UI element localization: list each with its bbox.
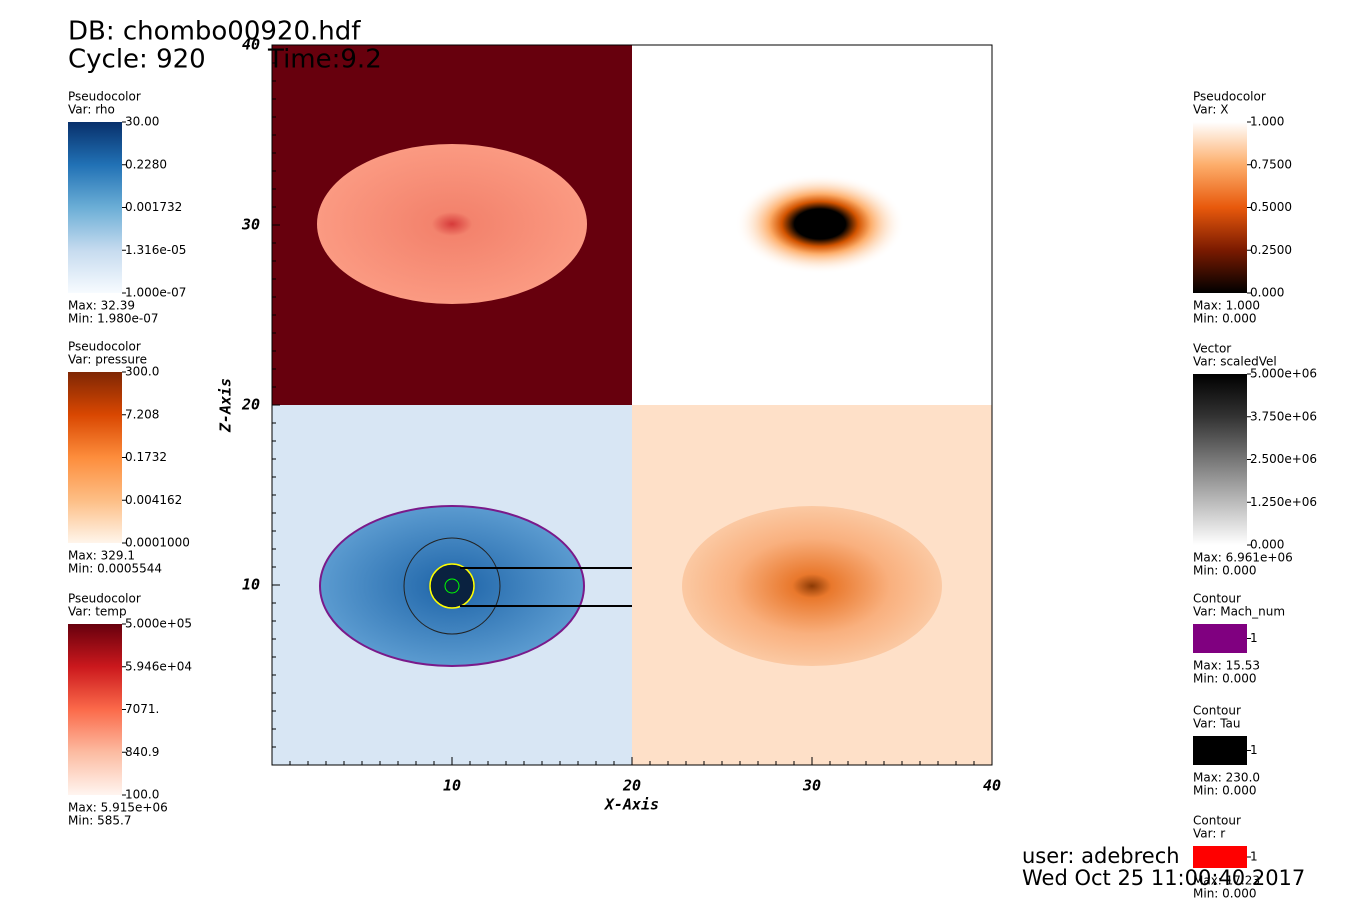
colorbar	[1193, 374, 1247, 545]
x-tick-label: 40	[983, 777, 1001, 795]
legend-var: Var: r	[1193, 827, 1225, 841]
legend-title: Contour	[1193, 704, 1241, 718]
legend-max: Max: 6.961e+06	[1193, 551, 1293, 565]
legend-tick-label: 840.9	[125, 745, 159, 759]
legend-title: Pseudocolor	[68, 592, 141, 606]
y-tick-label: 30	[241, 216, 260, 234]
legend-tick-label: 30.00	[125, 115, 159, 129]
axes: 10 20 30 40 10 20 30 40	[241, 36, 1001, 795]
colorbar	[68, 624, 122, 795]
legend-tick-label: 300.0	[125, 365, 159, 379]
legend-title: Pseudocolor	[1193, 90, 1266, 104]
cycle: Cycle: 920	[68, 45, 206, 75]
legend-min: Min: 0.000	[1193, 887, 1257, 901]
contour-swatch	[1193, 624, 1247, 653]
legend-var: Var: temp	[68, 605, 127, 619]
y-tick-label: 20	[241, 396, 260, 414]
legend-tick-label: 1.250e+06	[1250, 495, 1317, 509]
x-tick-label: 20	[622, 777, 641, 795]
legend-tick-label: 1.000	[1250, 115, 1284, 129]
legend-tick-label: 0.1732	[125, 450, 167, 464]
legend-tick-label: 100.0	[125, 788, 159, 802]
legend-tick-label: 5.946e+04	[125, 659, 192, 673]
legend-tick-label: 0.7500	[1250, 157, 1292, 171]
colorbar	[68, 372, 122, 543]
legend-max: Max: 32.39	[68, 299, 135, 313]
y-tick-label: 40	[242, 36, 260, 54]
legend-title: Contour	[1193, 814, 1241, 828]
plot-image	[271, 44, 993, 766]
legend-max: Max: 230.0	[1193, 771, 1260, 785]
legend-min: Min: 0.000	[1193, 784, 1257, 798]
legend-tick-label: 0.0001000	[125, 536, 190, 550]
legend-tick-label: 3.750e+06	[1250, 409, 1317, 423]
legend-tick-label: 0.000	[1250, 286, 1284, 300]
legend-tick-label: 5.000e+06	[1250, 367, 1317, 381]
legend-max: Max: 329.1	[68, 549, 135, 563]
legend-tick-label: 0.2500	[1250, 243, 1292, 257]
legend-tick-label: 1	[1250, 850, 1258, 864]
legend-min: Min: 0.000	[1193, 564, 1257, 578]
legend-tick-label: 0.2280	[125, 157, 167, 171]
legend-max: Max: 5.915e+06	[68, 801, 168, 815]
date: Wed Oct 25 11:00:40 2017	[1022, 866, 1305, 890]
legend-max: Max: 15.53	[1193, 659, 1260, 673]
legend-tick-label: 0.5000	[1250, 200, 1292, 214]
legend-max: Max: 1.000	[1193, 299, 1260, 313]
time: Time:9.2	[267, 45, 382, 75]
legend-title: Vector	[1193, 342, 1231, 356]
legend-tick-label: 0.000	[1250, 538, 1284, 552]
legend-tick-label: 2.500e+06	[1250, 452, 1317, 466]
legend-min: Min: 1.980e-07	[68, 312, 159, 326]
legend-title: Pseudocolor	[68, 90, 141, 104]
legend-max: Max: 17.23	[1193, 874, 1260, 888]
y-axis-title: Z-Axis	[217, 378, 235, 433]
colorbar	[68, 122, 122, 293]
contour-swatch	[1193, 736, 1247, 765]
legend-tick-label: 5.000e+05	[125, 617, 192, 631]
legend-tick-label: 7071.	[125, 702, 159, 716]
y-tick-label: 10	[242, 576, 260, 594]
legend-var: Var: X	[1193, 103, 1228, 117]
legend-var: Var: scaledVel	[1193, 355, 1277, 369]
db-name: DB: chombo00920.hdf	[68, 17, 361, 47]
colorbar	[1193, 122, 1247, 293]
user: user: adebrech	[1022, 844, 1180, 868]
contour-swatch	[1193, 846, 1247, 868]
legend-title: Contour	[1193, 592, 1241, 606]
legend-min: Min: 585.7	[68, 814, 132, 828]
legend-var: Var: pressure	[68, 353, 147, 367]
legend-tick-label: 1	[1250, 631, 1258, 645]
legend-title: Pseudocolor	[68, 340, 141, 354]
legend-tick-label: 7.208	[125, 407, 159, 421]
legend-var: Var: Tau	[1193, 717, 1241, 731]
legend-min: Min: 0.000	[1193, 312, 1257, 326]
legend-min: Min: 0.000	[1193, 672, 1257, 686]
x-axis-title: X-Axis	[603, 796, 659, 814]
legend-tick-label: 0.004162	[125, 493, 182, 507]
legend-tick-label: 0.001732	[125, 200, 182, 214]
x-tick-label: 10	[443, 777, 461, 795]
legend-var: Var: rho	[68, 103, 115, 117]
legend-tick-label: 1.000e-07	[125, 286, 186, 300]
legend-tick-label: 1	[1250, 743, 1258, 757]
legend-min: Min: 0.0005544	[68, 562, 162, 576]
x-tick-label: 30	[802, 777, 821, 795]
legend-var: Var: Mach_num	[1193, 605, 1285, 619]
legend-tick-label: 1.316e-05	[125, 243, 186, 257]
